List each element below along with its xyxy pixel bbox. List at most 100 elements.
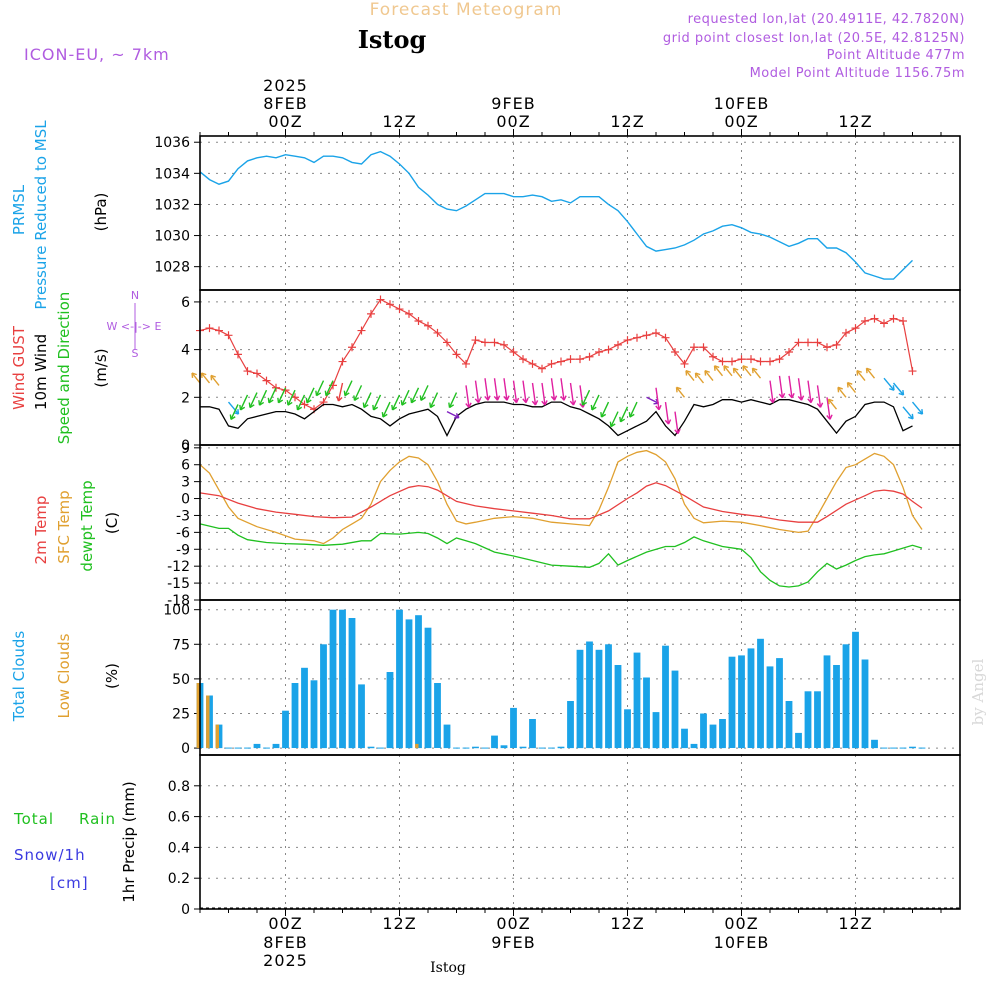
wind-gust-marker: [224, 331, 233, 340]
wind-gust-marker: [348, 343, 356, 352]
total-cloud-bar: [339, 609, 346, 749]
wind-arrow-head: [713, 365, 720, 371]
precip-ytick-label: 0.6: [168, 810, 190, 826]
total-cloud-bar: [348, 618, 356, 749]
pressure-ytick-label: 1036: [154, 135, 190, 151]
top-time-label: 12Z: [610, 112, 644, 131]
bottom-time-label: 12Z: [382, 914, 416, 933]
wind-arrow-head: [429, 402, 436, 409]
wind-direction-arrow: [807, 380, 812, 403]
total-cloud-bar: [728, 656, 736, 748]
wind-arrow-head: [560, 395, 567, 401]
wind-gust-marker: [414, 317, 423, 325]
plot-layer: 1028103010321034103602469630-3-6-9-12-15…: [154, 76, 961, 970]
pressure-ytick-label: 1030: [154, 229, 190, 245]
wind-direction-arrow: [911, 401, 924, 415]
wind-arrow-head: [229, 414, 236, 421]
wind-direction-arrow: [685, 370, 695, 382]
total-cloud-bar: [833, 665, 840, 748]
wind-gust-marker: [737, 355, 746, 364]
wind-gust-marker: [832, 340, 841, 349]
wind-gust-marker: [699, 343, 708, 352]
wind-direction-arrow: [892, 382, 905, 396]
wind-arrow-head: [827, 398, 834, 405]
wind-direction-arrow: [258, 389, 268, 406]
temp-ytick-label: -9: [176, 542, 190, 558]
grid-point-coords: grid point closest lon,lat (20.5E, 42.81…: [663, 31, 965, 46]
wind-gust-marker: [500, 340, 508, 349]
wind-arrow-head: [837, 386, 843, 393]
wind-gust-marker: [538, 364, 546, 373]
wind-arrow-head: [742, 365, 748, 371]
total-cloud-bar: [272, 743, 280, 749]
wind-direction-arrow: [268, 387, 277, 404]
wind-gust-marker: [433, 328, 442, 337]
total-cloud-bar: [681, 728, 688, 749]
total-cloud-bar: [747, 648, 755, 748]
wind-gust-marker: [300, 400, 309, 409]
wind-arrow-head: [550, 395, 558, 401]
wind-direction-arrow: [522, 380, 527, 403]
bottom-date-label: 10FEB: [714, 933, 770, 952]
wind-ytick-label: 6: [181, 295, 190, 311]
wind-direction-arrow: [902, 406, 914, 420]
total-cloud-bar: [719, 719, 726, 749]
clouds-ytick-label: 0: [181, 741, 190, 757]
precip-rain-label: Rain: [79, 810, 116, 828]
low-clouds-label: Low Clouds: [55, 633, 73, 718]
wind-gust-marker: [747, 355, 755, 364]
total-cloud-bar: [605, 644, 612, 749]
wind-gust-marker: [443, 338, 451, 347]
temp-ytick-label: 3: [181, 475, 190, 491]
wind-direction-arrow: [778, 375, 784, 398]
wind-direction-arrow: [277, 387, 287, 404]
wind-direction-arrow: [512, 380, 518, 403]
wind-arrow-head: [410, 397, 417, 404]
wind-direction-arrow: [401, 389, 410, 406]
wind-direction-arrow: [560, 378, 565, 401]
wind-gust-marker: [215, 326, 223, 335]
wind-arrow-head: [541, 400, 548, 406]
pressure-ytick-label: 1032: [154, 197, 190, 213]
sfc-temp-line: [199, 449, 923, 545]
wind-direction-arrow: [816, 385, 822, 408]
wind-arrow-head: [448, 402, 455, 409]
temp-dewpt-label: dewpt Temp: [78, 480, 96, 571]
wind-direction-arrow: [837, 386, 847, 398]
bottom-time-label: 12Z: [838, 914, 872, 933]
precip-panel-border: [199, 754, 961, 910]
model-label: ICON-EU, ~ 7km: [24, 45, 170, 64]
wind-ytick-label: 2: [181, 390, 190, 406]
requested-coords: requested lon,lat (20.4911E, 42.7820N): [688, 12, 965, 27]
precip-ytick-label: 0: [181, 902, 190, 918]
wind-arrow-head: [474, 397, 482, 404]
top-date-label: 10FEB: [714, 94, 770, 113]
wind-direction-arrow: [619, 406, 629, 423]
wind-arrow-head: [531, 400, 539, 406]
prmsl-line: [199, 150, 913, 280]
total-cloud-bar: [434, 683, 441, 748]
pressure-ytick-label: 1028: [154, 260, 190, 276]
wind-gust-marker: [595, 348, 603, 356]
wind-arrow-head: [769, 397, 776, 404]
temp-2m-label: 2m Temp: [32, 496, 50, 565]
wind-direction-arrow: [344, 380, 353, 396]
wind-arrow-head: [664, 419, 672, 425]
total-cloud-bar: [443, 724, 451, 749]
wind-arrow-head: [315, 390, 322, 397]
wind-direction-arrow: [493, 378, 499, 401]
wind-gust-marker: [861, 317, 869, 325]
low-cloud-bar: [196, 683, 200, 748]
bottom-time-label: 12Z: [610, 914, 644, 933]
wind-gust-marker: [775, 355, 784, 364]
wind-gust-marker: [281, 386, 290, 395]
wind-gust-marker: [338, 357, 347, 366]
wind-gust-marker: [576, 355, 584, 364]
wind-arrow-head: [807, 397, 814, 404]
total-cloud-bar: [852, 631, 859, 749]
wind-arrow-head: [453, 412, 460, 419]
wind-arrow-head: [590, 404, 597, 411]
wind-unit-label: (m/s): [92, 348, 110, 387]
wind-gust-marker: [243, 367, 252, 376]
wind-arrow-head: [277, 397, 284, 404]
